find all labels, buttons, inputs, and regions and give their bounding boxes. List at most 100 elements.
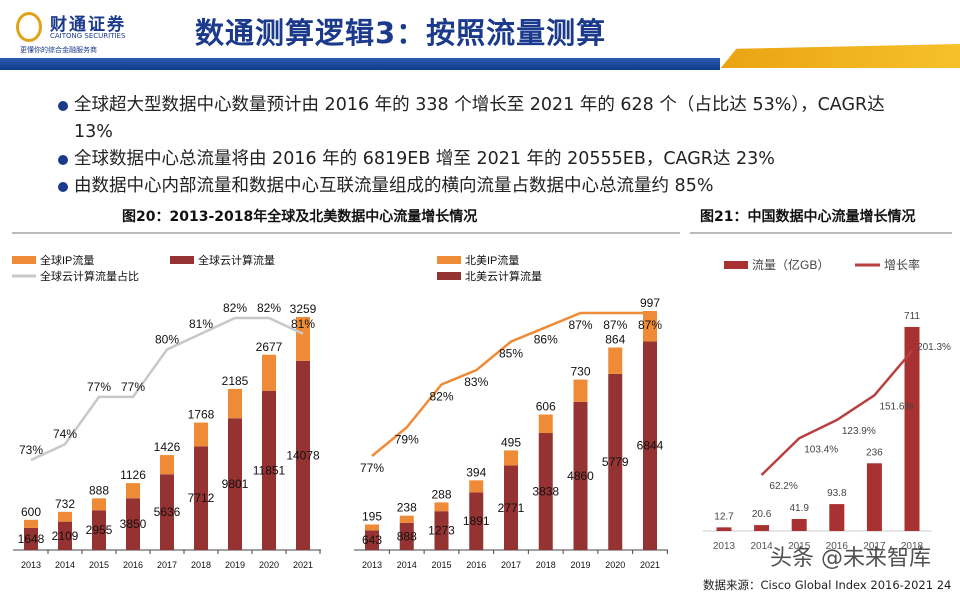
growth-line	[760, 350, 913, 476]
bullet-item: 全球数据中心总流量将由 2016 年的 6819EB 增至 2021 年的 20…	[58, 146, 918, 173]
data-label-cloud: 3850	[120, 517, 147, 531]
data-label-traffic: 41.9	[789, 503, 809, 514]
share-label: 77%	[360, 461, 384, 475]
growth-label: 103.4%	[804, 444, 838, 455]
legend-swatch-ip	[437, 256, 461, 264]
bar-cloud	[434, 511, 449, 550]
legend-label: 北美IP流量	[465, 253, 519, 267]
bar-ip	[538, 414, 553, 434]
data-label-cloud: 2109	[52, 529, 79, 543]
x-tick-label: 2017	[501, 560, 521, 570]
share-label: 87%	[638, 318, 662, 332]
x-tick-label: 2013	[362, 560, 382, 570]
bar-ip	[643, 311, 657, 342]
data-label-ip: 732	[55, 497, 75, 511]
bar-traffic	[866, 463, 882, 531]
bar-cloud	[194, 446, 208, 550]
x-tick-label: 2018	[901, 541, 924, 552]
data-label-cloud: 1891	[463, 514, 490, 528]
x-tick-label: 2020	[605, 560, 625, 570]
bar-ip	[194, 422, 208, 447]
x-tick-label: 2015	[788, 541, 811, 552]
x-tick-label: 2018	[191, 560, 211, 570]
bar-ip	[434, 502, 449, 512]
data-label-cloud: 9801	[222, 477, 249, 491]
legend-swatch-ip	[12, 256, 36, 264]
share-label: 74%	[53, 427, 77, 441]
share-label: 73%	[19, 443, 43, 457]
bar-cloud	[365, 530, 379, 550]
growth-label: 151.6%	[879, 401, 913, 412]
bullet-item: 全球超大型数据中心数量预计由 2016 年的 338 个增长至 2021 年的 …	[58, 92, 918, 146]
share-line	[371, 311, 650, 457]
bar-cloud	[126, 498, 140, 550]
data-label-ip: 195	[362, 509, 382, 523]
figure-21-caption: 图21：中国数据中心流量增长情况	[700, 209, 916, 225]
legend-label: 全球IP流量	[40, 253, 94, 267]
bar-ip	[504, 450, 518, 466]
x-tick-label: 2019	[225, 560, 245, 570]
bar-traffic	[791, 518, 807, 531]
data-label-traffic: 93.8	[827, 488, 847, 499]
data-label-ip: 600	[21, 505, 41, 519]
caption-divider	[12, 232, 680, 234]
data-label-traffic: 12.7	[714, 511, 734, 522]
bar-cloud	[608, 373, 623, 550]
bar-cloud	[399, 522, 414, 550]
x-tick-label: 2018	[536, 560, 556, 570]
data-label-ip: 1426	[154, 440, 181, 454]
data-label-cloud: 1648	[18, 532, 45, 546]
bar-ip	[296, 317, 310, 361]
share-label: 87%	[603, 318, 627, 332]
bar-cloud	[469, 492, 484, 550]
data-label-ip: 2185	[222, 374, 249, 388]
data-label-cloud: 7712	[188, 491, 215, 505]
data-label-traffic: 20.6	[752, 509, 772, 520]
data-label-cloud: 4860	[567, 469, 594, 483]
share-label: 79%	[395, 432, 419, 446]
bar-cloud	[573, 401, 588, 550]
header-band	[0, 58, 720, 70]
bar-traffic	[754, 525, 770, 531]
bar-cloud	[228, 418, 242, 550]
company-logo: 财通证券 CAITONG SECURITIES 更懂你的综合金融服务商	[12, 10, 172, 56]
logo-icon	[16, 12, 42, 42]
data-label-ip: 495	[501, 435, 521, 449]
x-tick-label: 2021	[293, 560, 313, 570]
caption-divider	[690, 232, 952, 234]
bar-cloud	[92, 510, 106, 550]
slide-title: 数通测算逻辑3：按照流量测算	[195, 16, 607, 50]
bar-ip	[608, 347, 623, 374]
data-label-ip: 1126	[120, 468, 146, 482]
share-line	[30, 316, 304, 462]
bar-traffic	[904, 327, 920, 531]
x-tick-label: 2017	[157, 560, 177, 570]
bullet-item: 由数据中心内部流量和数据中心互联流量组成的横向流量占数据中心总流量约 85%	[58, 173, 918, 200]
data-label-cloud: 1273	[428, 524, 455, 538]
data-label-ip: 2677	[256, 340, 283, 354]
share-label: 77%	[87, 380, 111, 394]
logo-english: CAITONG SECURITIES	[50, 32, 126, 40]
bar-ip	[262, 354, 276, 391]
bar-cloud	[296, 360, 310, 550]
x-tick-label: 2015	[89, 560, 109, 570]
data-label-cloud: 14078	[286, 448, 320, 462]
x-tick-label: 2016	[466, 560, 486, 570]
legend-label: 增长率	[884, 257, 920, 272]
growth-label: 201.3%	[917, 342, 951, 353]
share-label: 81%	[291, 317, 315, 331]
data-label-ip: 394	[466, 465, 486, 479]
bar-ip	[573, 379, 588, 402]
data-label-cloud: 6844	[637, 439, 664, 453]
data-label-cloud: 888	[397, 529, 417, 543]
data-label-cloud: 2955	[86, 523, 113, 537]
share-label: 86%	[534, 332, 558, 346]
figure-20-caption: 图20：2013-2018年全球及北美数据中心流量增长情况	[122, 209, 478, 225]
share-label: 82%	[429, 390, 453, 404]
bar-cloud	[24, 527, 38, 550]
logo-slogan: 更懂你的综合金融服务商	[20, 46, 97, 54]
data-label-ip: 730	[570, 365, 590, 379]
bar-cloud	[538, 433, 553, 550]
data-label-ip: 606	[536, 400, 556, 414]
bar-cloud	[643, 341, 657, 550]
